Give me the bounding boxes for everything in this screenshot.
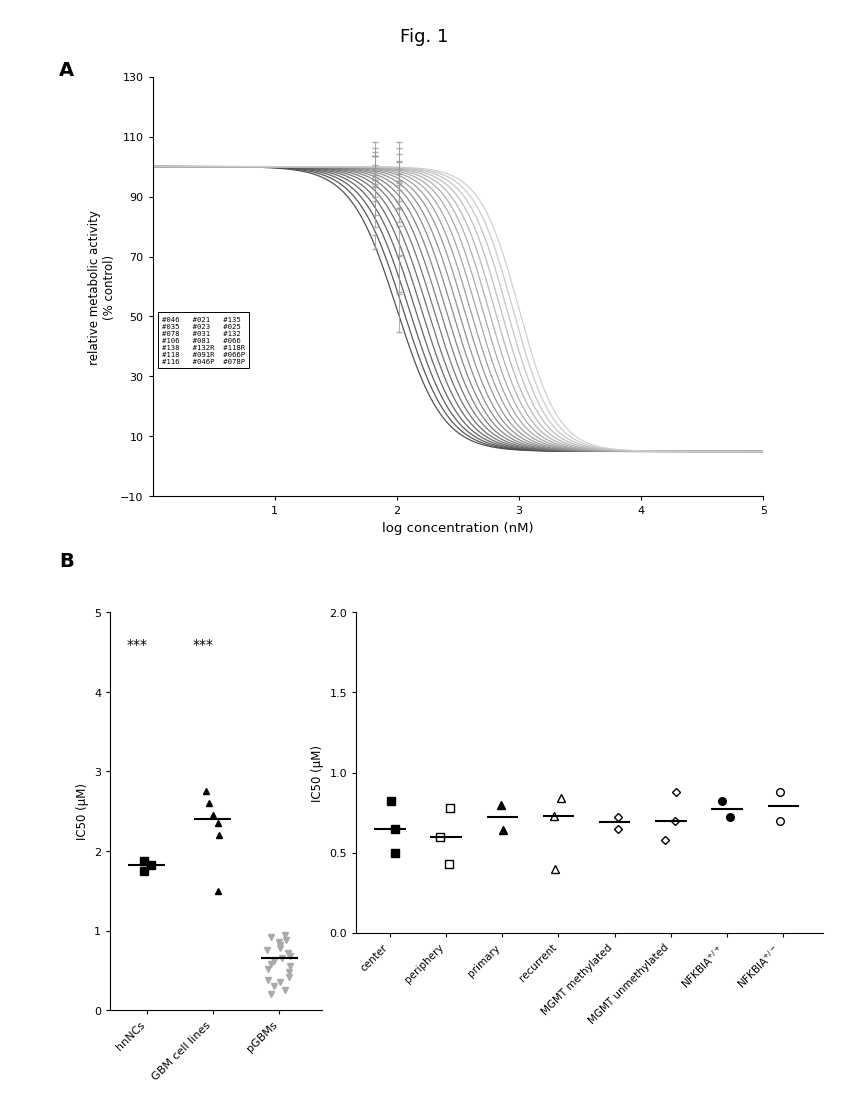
Text: ***: *** xyxy=(192,637,214,651)
Text: Fig. 1: Fig. 1 xyxy=(399,28,449,45)
X-axis label: log concentration (nM): log concentration (nM) xyxy=(382,521,533,534)
Y-axis label: IC50 (μM): IC50 (μM) xyxy=(311,744,324,802)
Text: ***: *** xyxy=(126,637,148,651)
Text: A: A xyxy=(59,61,75,79)
Y-axis label: relative metabolic activity
(% control): relative metabolic activity (% control) xyxy=(88,210,116,364)
Text: #046   #021   #135
#035   #023   #025
#078   #031   #132
#106   #081   #066
#138: #046 #021 #135 #035 #023 #025 #078 #031 … xyxy=(162,317,245,364)
Text: B: B xyxy=(59,552,74,571)
Y-axis label: IC50 (μM): IC50 (μM) xyxy=(75,783,88,840)
